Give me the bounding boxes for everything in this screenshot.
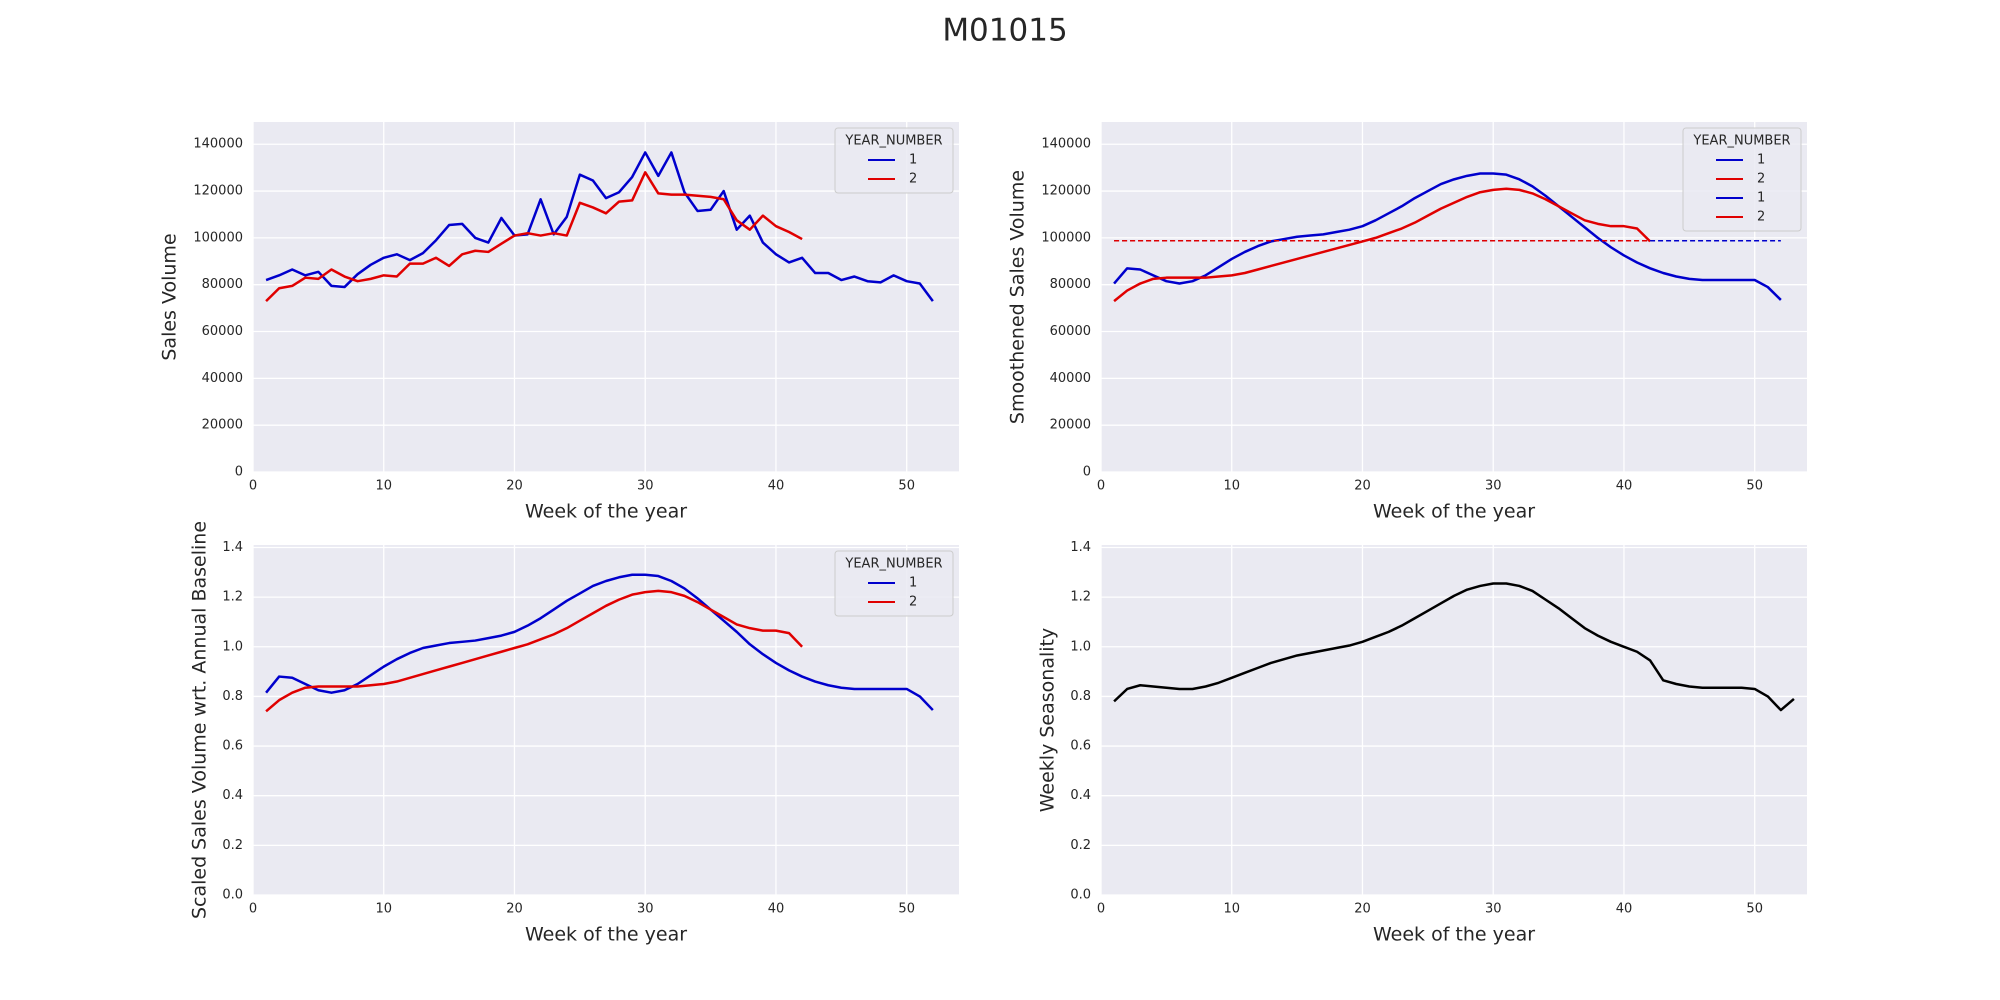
y-tick-label: 100000 <box>1041 230 1091 245</box>
legend: YEAR_NUMBER 1 2 1 2 <box>1682 127 1802 232</box>
y-axis-label: Sales Volume <box>159 233 181 360</box>
y-tick-label: 80000 <box>202 277 243 292</box>
series-line <box>265 573 934 711</box>
x-tick-label: 0 <box>1097 479 1105 494</box>
y-tick-label: 0.6 <box>222 739 243 754</box>
y-tick-label: 0.0 <box>1070 888 1091 903</box>
series-line <box>1113 187 1651 303</box>
subplot: 0 10 20 30 40 5002000040000600008000010000012… <box>159 122 959 523</box>
figure-title: M01015 <box>942 13 1067 49</box>
y-tick-label: 0 <box>235 465 243 480</box>
x-tick-label: 40 <box>768 902 785 917</box>
legend-label: 2 <box>1757 172 1765 187</box>
series-line <box>265 151 934 302</box>
series-line <box>265 589 804 713</box>
legend-label: 2 <box>909 172 917 187</box>
legend-title: YEAR_NUMBER <box>844 134 942 149</box>
y-tick-label: 1.0 <box>1070 639 1091 654</box>
x-tick-label: 50 <box>1746 902 1763 917</box>
x-tick-label: 40 <box>1616 479 1633 494</box>
legend-label: 2 <box>1757 210 1765 225</box>
y-tick-label: 80000 <box>1050 277 1091 292</box>
y-tick-label: 1.2 <box>1070 590 1091 605</box>
y-tick-label: 0.0 <box>222 888 243 903</box>
y-tick-label: 20000 <box>202 418 243 433</box>
x-tick-label: 0 <box>1097 902 1105 917</box>
series-line <box>1113 172 1782 301</box>
series-line <box>1113 582 1795 712</box>
y-tick-label: 60000 <box>1050 324 1091 339</box>
y-tick-label: 120000 <box>1041 184 1091 199</box>
y-tick-label: 0.8 <box>1070 689 1091 704</box>
plot-area <box>1101 545 1807 895</box>
x-tick-label: 10 <box>375 479 392 494</box>
x-tick-label: 40 <box>1616 902 1633 917</box>
y-tick-label: 0.6 <box>1070 739 1091 754</box>
y-tick-label: 1.0 <box>222 639 243 654</box>
x-tick-label: 20 <box>1354 902 1371 917</box>
legend-title: YEAR_NUMBER <box>844 557 942 572</box>
legend: YEAR_NUMBER 1 2 <box>834 127 954 194</box>
x-tick-label: 30 <box>1485 479 1502 494</box>
x-axis-label: Week of the year <box>1373 501 1535 523</box>
y-tick-label: 1.4 <box>1070 540 1091 555</box>
y-tick-label: 0.4 <box>1070 788 1091 803</box>
legend-label: 2 <box>909 595 917 610</box>
y-tick-label: 100000 <box>193 230 243 245</box>
x-tick-label: 10 <box>1223 902 1240 917</box>
x-tick-label: 30 <box>637 479 654 494</box>
x-tick-label: 20 <box>506 902 523 917</box>
x-tick-label: 50 <box>1746 479 1763 494</box>
y-tick-label: 0 <box>1083 465 1091 480</box>
x-tick-label: 20 <box>1354 479 1371 494</box>
y-tick-label: 1.4 <box>222 540 243 555</box>
x-tick-label: 40 <box>768 479 785 494</box>
x-axis-label: Week of the year <box>525 924 687 946</box>
y-tick-label: 0.8 <box>222 689 243 704</box>
y-tick-label: 1.2 <box>222 590 243 605</box>
x-tick-label: 0 <box>249 902 257 917</box>
x-tick-label: 30 <box>1485 902 1502 917</box>
legend: YEAR_NUMBER 1 2 <box>834 550 954 617</box>
x-axis-label: Week of the year <box>525 501 687 523</box>
subplot: 0 10 20 30 40 50 0.0 0.2 0.4 0.6 0.8 1.0 1.2 1.4 Week … <box>1037 540 1807 946</box>
x-tick-label: 0 <box>249 479 257 494</box>
x-tick-label: 30 <box>637 902 654 917</box>
x-axis-label: Week of the year <box>1373 924 1535 946</box>
x-tick-label: 10 <box>1223 479 1240 494</box>
y-tick-label: 0.2 <box>222 838 243 853</box>
legend-label: 1 <box>909 576 917 591</box>
legend-label: 1 <box>909 153 917 168</box>
y-axis-label: Scaled Sales Volume wrt. Annual Baseline <box>189 521 211 919</box>
y-axis-label: Weekly Seasonality <box>1037 628 1059 812</box>
y-tick-label: 20000 <box>1050 418 1091 433</box>
y-tick-label: 140000 <box>1041 137 1091 152</box>
x-tick-label: 10 <box>375 902 392 917</box>
y-tick-label: 40000 <box>202 371 243 386</box>
series-line <box>265 171 803 302</box>
subplot: 0 10 20 30 40 50 0.0 0.2 0.4 0.6 0.8 1.0 1.2 1.4 Week … <box>189 521 959 946</box>
y-tick-label: 40000 <box>1050 371 1091 386</box>
x-tick-label: 50 <box>898 479 915 494</box>
y-tick-label: 140000 <box>193 137 243 152</box>
legend-label: 1 <box>1757 191 1765 206</box>
y-axis-label: Smoothened Sales Volume <box>1007 170 1029 424</box>
y-tick-label: 0.4 <box>222 788 243 803</box>
y-tick-label: 60000 <box>202 324 243 339</box>
x-tick-label: 50 <box>898 902 915 917</box>
legend-title: YEAR_NUMBER <box>1692 134 1790 149</box>
subplot: 0 10 20 30 40 5002000040000600008000010000012… <box>1007 122 1807 523</box>
y-tick-label: 120000 <box>193 184 243 199</box>
y-tick-label: 0.2 <box>1070 838 1091 853</box>
legend-label: 1 <box>1757 153 1765 168</box>
x-tick-label: 20 <box>506 479 523 494</box>
